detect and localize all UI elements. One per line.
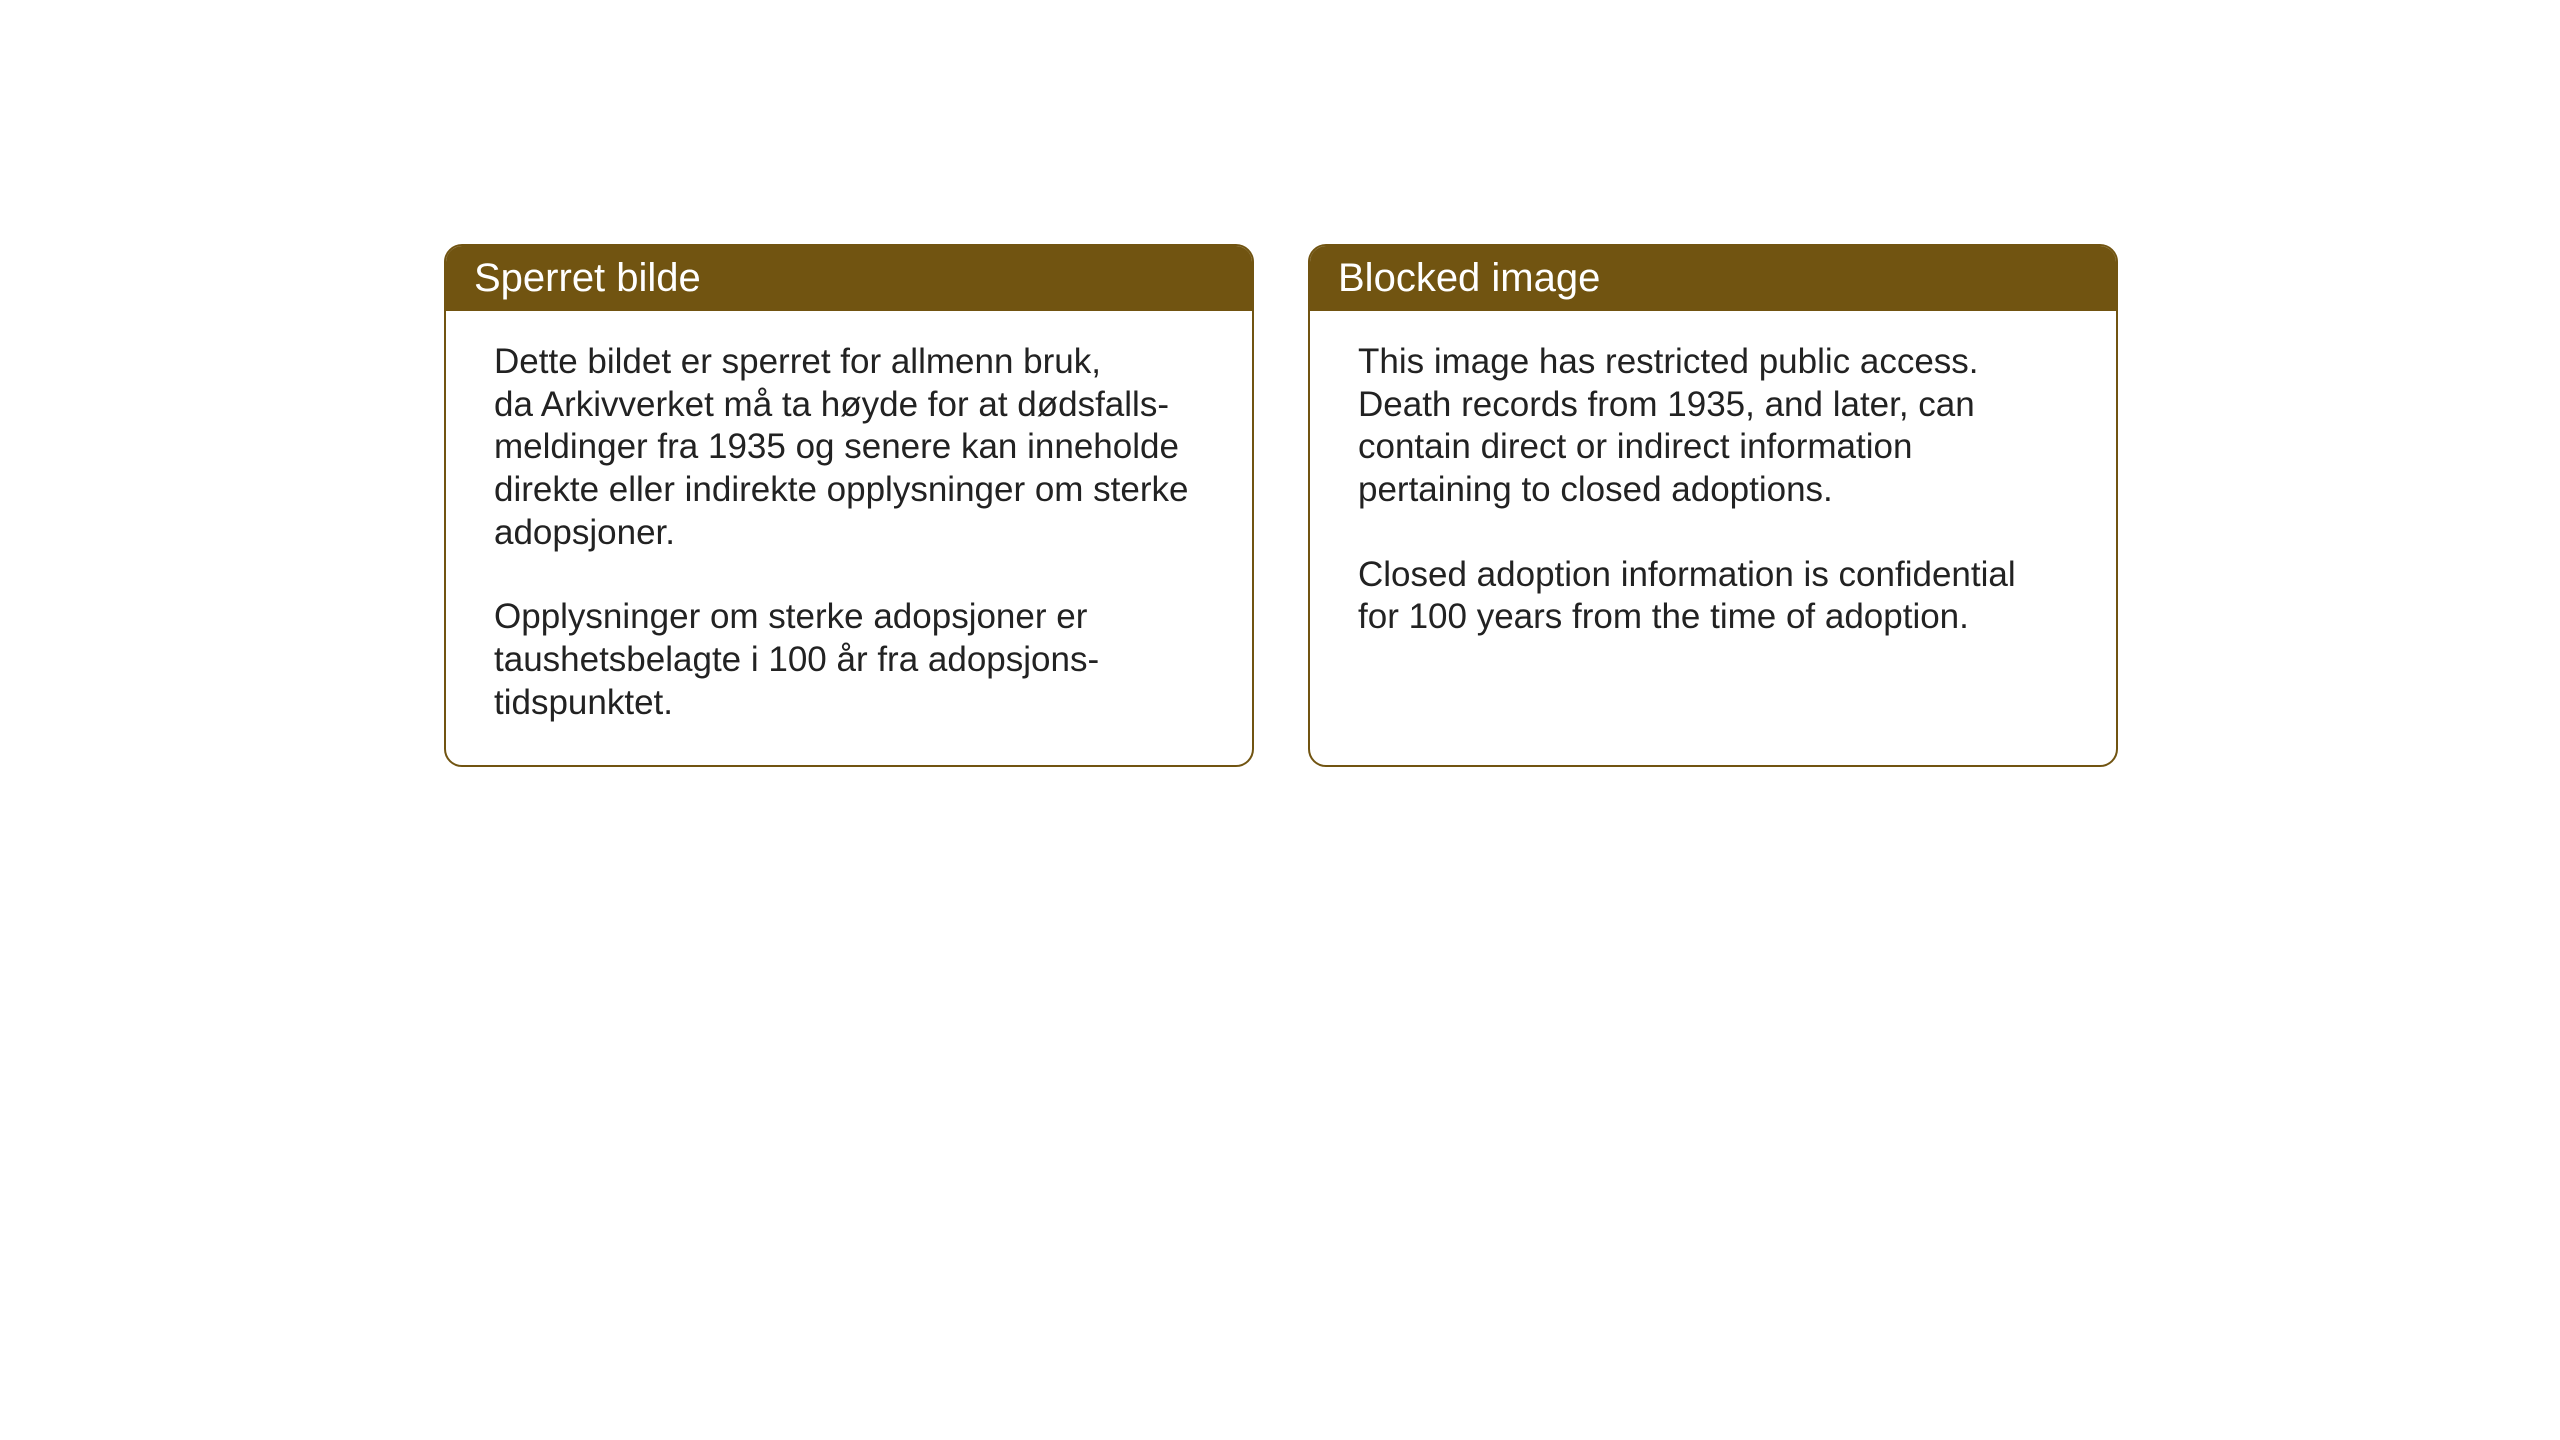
text-line: Closed adoption information is confident… <box>1358 554 2068 597</box>
text-line: Opplysninger om sterke adopsjoner er <box>494 596 1204 639</box>
english-paragraph-2: Closed adoption information is confident… <box>1358 554 2068 639</box>
norwegian-card-title: Sperret bilde <box>446 246 1252 311</box>
norwegian-notice-card: Sperret bilde Dette bildet er sperret fo… <box>444 244 1254 767</box>
norwegian-card-body: Dette bildet er sperret for allmenn bruk… <box>446 311 1252 765</box>
norwegian-paragraph-1: Dette bildet er sperret for allmenn bruk… <box>494 341 1204 554</box>
text-line: tidspunktet. <box>494 682 1204 725</box>
notice-container: Sperret bilde Dette bildet er sperret fo… <box>444 244 2118 767</box>
text-line: contain direct or indirect information <box>1358 426 2068 469</box>
text-line: direkte eller indirekte opplysninger om … <box>494 469 1204 512</box>
norwegian-paragraph-2: Opplysninger om sterke adopsjoner er tau… <box>494 596 1204 724</box>
text-line: Dette bildet er sperret for allmenn bruk… <box>494 341 1204 384</box>
text-line: adopsjoner. <box>494 512 1204 555</box>
english-notice-card: Blocked image This image has restricted … <box>1308 244 2118 767</box>
text-line: This image has restricted public access. <box>1358 341 2068 384</box>
english-paragraph-1: This image has restricted public access.… <box>1358 341 2068 512</box>
text-line: taushetsbelagte i 100 år fra adopsjons- <box>494 639 1204 682</box>
text-line: pertaining to closed adoptions. <box>1358 469 2068 512</box>
text-line: da Arkivverket må ta høyde for at dødsfa… <box>494 384 1204 427</box>
text-line: for 100 years from the time of adoption. <box>1358 596 2068 639</box>
english-card-body: This image has restricted public access.… <box>1310 311 2116 679</box>
english-card-title: Blocked image <box>1310 246 2116 311</box>
text-line: Death records from 1935, and later, can <box>1358 384 2068 427</box>
text-line: meldinger fra 1935 og senere kan innehol… <box>494 426 1204 469</box>
